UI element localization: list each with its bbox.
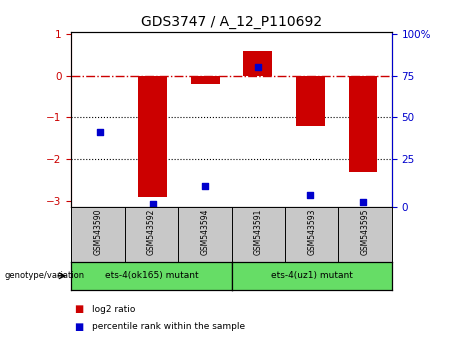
Bar <box>296 76 325 126</box>
Point <box>307 192 314 198</box>
Text: GSM543593: GSM543593 <box>307 209 316 255</box>
Point <box>97 129 104 135</box>
Text: ■: ■ <box>74 304 83 314</box>
Text: ets-4(ok165) mutant: ets-4(ok165) mutant <box>105 271 198 280</box>
Bar <box>138 76 167 197</box>
Text: ■: ■ <box>74 322 83 332</box>
Text: ets-4(uz1) mutant: ets-4(uz1) mutant <box>271 271 353 280</box>
Text: genotype/variation: genotype/variation <box>5 271 85 280</box>
Title: GDS3747 / A_12_P110692: GDS3747 / A_12_P110692 <box>141 16 322 29</box>
Point <box>359 199 366 205</box>
Point <box>254 64 261 70</box>
Point <box>202 183 209 189</box>
Text: GSM543590: GSM543590 <box>94 209 103 255</box>
Text: GSM543591: GSM543591 <box>254 209 263 255</box>
Bar <box>349 76 378 172</box>
Text: GSM543594: GSM543594 <box>201 209 209 255</box>
Bar <box>191 76 220 84</box>
Text: GSM543592: GSM543592 <box>147 209 156 255</box>
Text: GSM543595: GSM543595 <box>361 209 370 255</box>
Text: log2 ratio: log2 ratio <box>92 304 136 314</box>
Bar <box>243 51 272 76</box>
Text: percentile rank within the sample: percentile rank within the sample <box>92 322 245 331</box>
Point <box>149 201 157 206</box>
